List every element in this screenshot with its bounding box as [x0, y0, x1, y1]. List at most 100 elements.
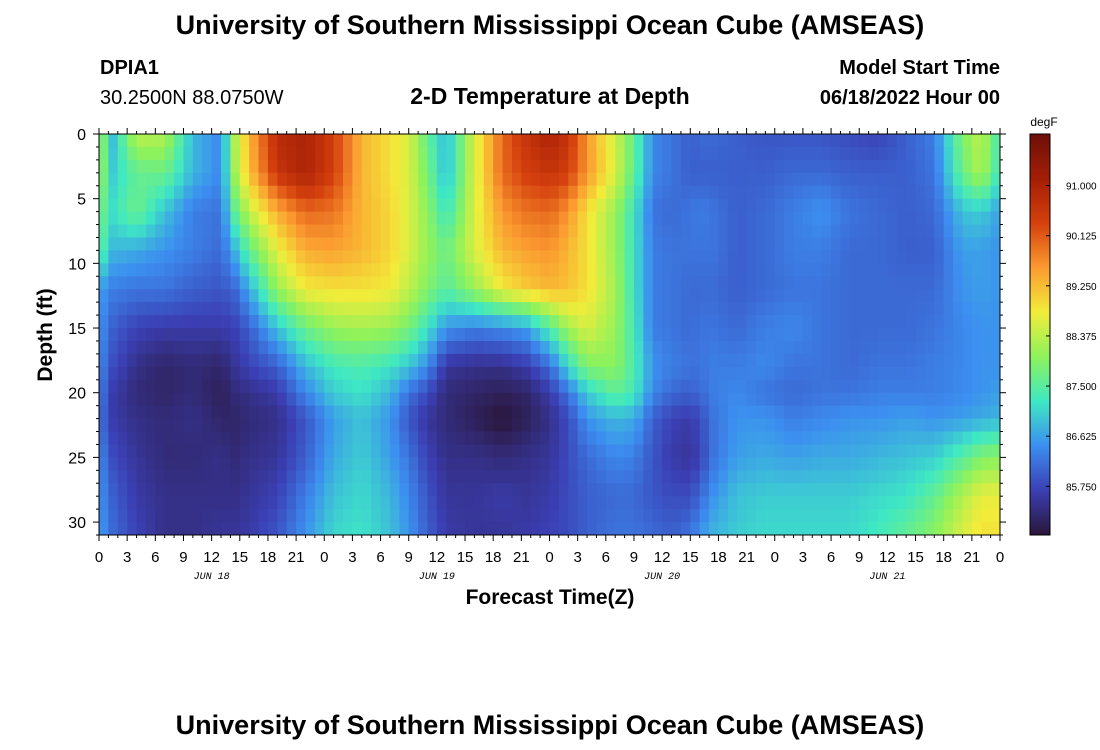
heatmap-cell [990, 418, 1000, 433]
heatmap-cell [812, 146, 823, 161]
heatmap-cell [662, 302, 673, 316]
heatmap-cell [671, 237, 682, 252]
heatmap-cell [99, 263, 109, 277]
heatmap-cell [136, 263, 147, 277]
heatmap-cell [962, 522, 973, 535]
heatmap-cell [427, 509, 438, 523]
heatmap-cell [221, 302, 231, 316]
heatmap-cell [643, 392, 654, 407]
heatmap-cell [352, 328, 363, 342]
heatmap-cell [436, 405, 447, 420]
heatmap-cell [643, 289, 654, 303]
heatmap-cell [831, 366, 842, 381]
heatmap-cell [605, 431, 616, 446]
heatmap-cell [296, 250, 307, 264]
heatmap-cell [709, 211, 720, 226]
heatmap-cell [859, 198, 870, 213]
heatmap-cell [868, 431, 879, 446]
heatmap-cell [699, 457, 710, 471]
heatmap-cell [896, 211, 907, 226]
heatmap-cell [906, 159, 917, 174]
heatmap-cell [953, 263, 964, 277]
heatmap-cell [192, 353, 203, 368]
heatmap-cell [812, 353, 823, 368]
heatmap-cell [136, 237, 147, 252]
heatmap-cell [164, 185, 175, 200]
heatmap-cell [587, 250, 598, 264]
heatmap-cell [605, 405, 616, 420]
heatmap-cell [493, 302, 504, 316]
heatmap-cell [286, 315, 297, 329]
heatmap-cell [211, 353, 222, 368]
heatmap-cell [483, 496, 494, 510]
heatmap-cell [596, 172, 607, 187]
colorbar-unit: degF [1030, 115, 1057, 129]
heatmap-cell [699, 405, 710, 420]
heatmap-cell [990, 509, 1000, 523]
heatmap-cell [277, 250, 288, 264]
heatmap-cell [371, 172, 382, 187]
heatmap-cell [840, 224, 851, 239]
heatmap-cell [371, 522, 382, 535]
heatmap-cell [117, 211, 128, 226]
heatmap-cell [690, 315, 701, 329]
heatmap-cell [117, 276, 128, 290]
heatmap-cell [145, 146, 156, 161]
heatmap-cell [361, 496, 372, 510]
heatmap-cell [145, 185, 156, 200]
heatmap-cell [699, 172, 710, 187]
heatmap-cell [784, 289, 795, 303]
heatmap-cell [352, 172, 363, 187]
heatmap-cell [174, 340, 185, 355]
heatmap-cell [502, 392, 513, 407]
heatmap-cell [418, 211, 429, 226]
heatmap-cell [765, 134, 776, 148]
heatmap-cell [934, 522, 945, 535]
heatmap-cell [643, 263, 654, 277]
heatmap-cell [418, 224, 429, 239]
heatmap-cell [483, 237, 494, 252]
heatmap-cell [483, 315, 494, 329]
heatmap-cell [418, 302, 429, 316]
heatmap-cell [962, 379, 973, 394]
heatmap-cell [943, 366, 954, 381]
y-tick-label: 20 [68, 386, 86, 403]
heatmap-cell [746, 302, 757, 316]
heatmap-cell [990, 457, 1000, 471]
heatmap-cell [577, 146, 588, 161]
heatmap-cell [802, 340, 813, 355]
heatmap-cell [981, 418, 992, 433]
heatmap-cell [643, 146, 654, 161]
heatmap-cell [558, 353, 569, 368]
model-start-label: Model Start Time [839, 57, 1000, 79]
heatmap-cell [690, 522, 701, 535]
heatmap-cell [709, 379, 720, 394]
heatmap-cell [343, 509, 354, 523]
heatmap-cell [455, 457, 466, 471]
heatmap-cell [793, 483, 804, 497]
heatmap-cell [333, 146, 344, 161]
heatmap-cell [953, 211, 964, 226]
heatmap-cell [568, 353, 579, 368]
heatmap-cell [521, 509, 532, 523]
heatmap-cell [934, 289, 945, 303]
heatmap-cell [924, 470, 935, 484]
heatmap-cell [296, 379, 307, 394]
heatmap-cell [474, 418, 485, 433]
heatmap-cell [568, 496, 579, 510]
heatmap-cell [258, 340, 269, 355]
heatmap-cell [558, 276, 569, 290]
heatmap-cell [117, 159, 128, 174]
heatmap-cell [971, 379, 982, 394]
heatmap-cell [859, 211, 870, 226]
heatmap-cell [427, 496, 438, 510]
heatmap-cell [840, 185, 851, 200]
heatmap-cell [399, 366, 410, 381]
heatmap-cell [352, 185, 363, 200]
heatmap-cell [802, 289, 813, 303]
heatmap-cell [727, 340, 738, 355]
heatmap-cell [408, 431, 419, 446]
heatmap-cell [117, 444, 128, 458]
heatmap-cell [887, 289, 898, 303]
heatmap-cell [549, 185, 560, 200]
